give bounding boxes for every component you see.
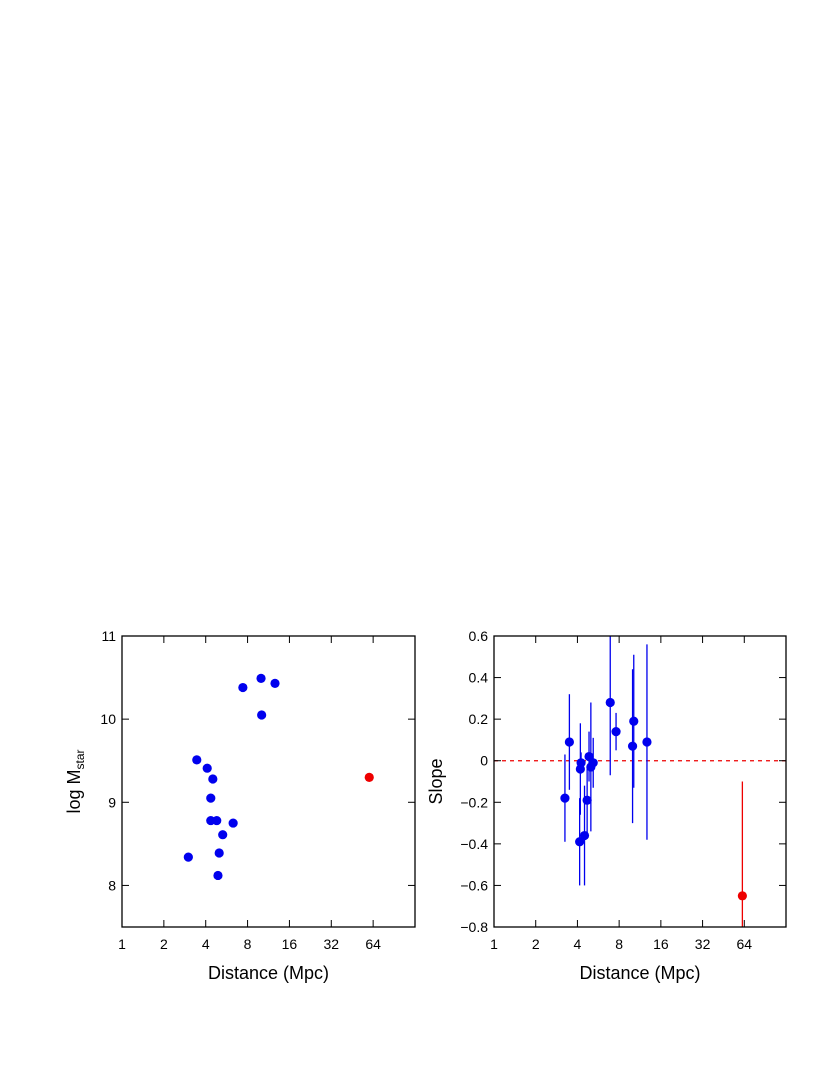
plot-area (560, 636, 747, 927)
x-tick-label: 2 (532, 936, 540, 952)
data-point-blue (270, 678, 280, 688)
y-axis-label-subscript: star (73, 749, 87, 769)
y-axis-label: log Mstar (64, 749, 87, 813)
slope-vs-distance-chart: 1 2 4 8 16 32 64 −0.8 −0.6 −0.4 −0.2 0 0.2 0.4 0.6 Dist… (426, 628, 787, 983)
y-axis-label-main: Slope (426, 758, 446, 804)
data-point-blue (579, 830, 590, 841)
y-axis-label-main: log M (64, 770, 84, 814)
x-tick-label: 16 (282, 936, 298, 952)
x-tick-label: 4 (202, 936, 210, 952)
x-axis-label: Distance (Mpc) (208, 963, 329, 983)
data-point-blue (588, 758, 598, 768)
data-point-blue (257, 710, 267, 720)
y-tick-label: −0.2 (460, 794, 488, 810)
y-tick-label: −0.6 (460, 877, 488, 893)
y-tick-label: 0 (480, 753, 488, 769)
data-point-blue (238, 682, 248, 693)
data-point-blue (206, 815, 216, 826)
x-tick-label: 2 (160, 936, 168, 952)
data-point-blue (208, 774, 218, 784)
x-tick-label: 1 (490, 936, 498, 952)
data-point-blue (214, 848, 224, 858)
x-tick-label: 8 (615, 936, 623, 952)
data-point-blue (629, 716, 639, 726)
x-tick-label: 16 (653, 936, 669, 952)
data-point-blue (642, 737, 652, 747)
data-point-blue (560, 793, 570, 803)
data-point-blue (627, 741, 638, 751)
y-tick-label: 8 (108, 877, 116, 893)
data-point-blue (206, 793, 216, 803)
y-tick-label: 9 (108, 794, 116, 810)
data-point-blue (192, 755, 202, 765)
plot-frame (121, 635, 416, 928)
y-tick-label: 0.6 (469, 628, 489, 644)
data-point-blue (605, 697, 615, 708)
plot-area (183, 673, 374, 881)
data-point-blue (564, 737, 574, 747)
x-tick-label: 32 (323, 936, 339, 952)
y-tick-label: 10 (100, 711, 116, 727)
data-point-blue (582, 795, 592, 805)
plot-frame (493, 635, 787, 928)
x-tick-label: 64 (736, 936, 752, 952)
data-point-blue (202, 763, 212, 773)
y-axis-label: Slope (426, 758, 446, 804)
x-tick-label: 32 (695, 936, 711, 952)
data-point-red (737, 891, 747, 901)
x-tick-label: 1 (118, 936, 126, 952)
data-point-blue (183, 852, 193, 862)
data-point-blue (228, 818, 238, 828)
data-point-blue (256, 673, 266, 684)
y-tick-label: 0.4 (469, 670, 489, 686)
data-point-blue (575, 837, 585, 847)
x-tick-label: 64 (365, 936, 381, 952)
y-tick-label: −0.4 (460, 836, 488, 852)
data-point-red (364, 772, 374, 782)
x-tick-label: 4 (574, 936, 582, 952)
y-tick-label: −0.8 (460, 919, 488, 935)
stellar-mass-vs-distance-chart: 1 2 4 8 16 32 64 8 9 10 11 Distance (Mpc) log Mstar (64, 628, 416, 983)
x-tick-label: 8 (244, 936, 252, 952)
data-point-blue (218, 830, 228, 840)
data-point-blue (611, 727, 621, 737)
data-point-blue (213, 870, 223, 881)
y-tick-label: 0.2 (469, 711, 489, 727)
data-point-blue (576, 758, 586, 768)
y-tick-label: 11 (101, 628, 116, 644)
x-axis-label: Distance (Mpc) (579, 963, 700, 983)
